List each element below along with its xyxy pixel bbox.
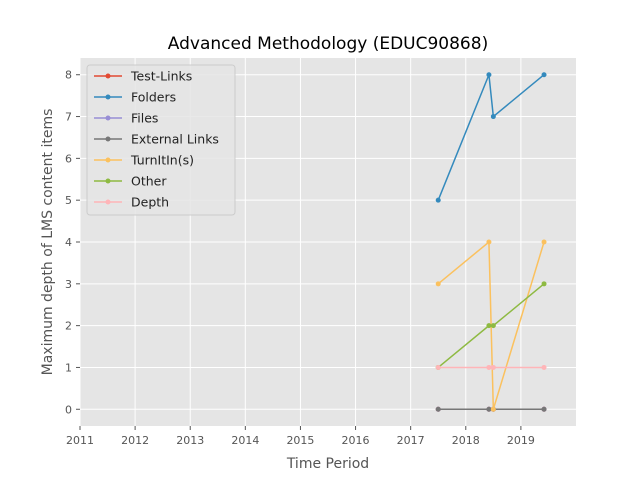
y-tick-label: 2	[65, 320, 72, 333]
data-point-depth	[435, 364, 441, 370]
legend-label: Files	[131, 111, 158, 126]
x-tick-label: 2013	[176, 434, 204, 447]
legend-item-test-links: Test-Links	[94, 69, 192, 84]
data-point-folders	[435, 197, 441, 203]
y-tick-label: 3	[65, 278, 72, 291]
legend-label: Folders	[131, 90, 176, 105]
legend-item-other: Other	[94, 174, 167, 189]
data-point-turnitin-s	[541, 239, 547, 245]
data-point-depth	[490, 364, 496, 370]
data-point-depth	[541, 364, 547, 370]
x-axis-ticks: 2011 2012 2013 2014 2015 2016 2017 2018 2019	[66, 426, 535, 447]
x-tick-label: 2015	[286, 434, 314, 447]
y-tick-label: 6	[65, 152, 72, 165]
legend-item-files: Files	[94, 111, 158, 126]
x-tick-label: 2018	[452, 434, 480, 447]
chart-title: Advanced Methodology (EDUC90868)	[168, 34, 488, 54]
legend-label: Depth	[131, 195, 169, 210]
x-tick-label: 2017	[397, 434, 425, 447]
y-tick-label: 7	[65, 111, 72, 124]
legend-marker	[105, 73, 111, 79]
legend-label: Other	[131, 174, 167, 189]
series-depth	[435, 364, 547, 370]
data-point-folders	[490, 114, 496, 120]
data-point-turnitin-s	[490, 406, 496, 412]
x-tick-label: 2016	[342, 434, 370, 447]
data-point-other	[486, 323, 492, 329]
data-point-turnitin-s	[486, 239, 492, 245]
legend-item-folders: Folders	[94, 90, 176, 105]
y-tick-label: 4	[65, 236, 72, 249]
series-lines	[435, 72, 547, 412]
legend-label: TurnItIn(s)	[130, 153, 194, 168]
legend-marker	[105, 115, 111, 121]
legend-box	[86, 64, 236, 216]
x-tick-label: 2019	[507, 434, 535, 447]
data-point-other	[490, 323, 496, 329]
legend-item-depth: Depth	[94, 195, 169, 210]
x-axis-label: Time Period	[286, 456, 369, 472]
data-point-turnitin-s	[435, 281, 441, 287]
series-line-folders	[437, 74, 545, 201]
x-tick-label: 2014	[231, 434, 259, 447]
data-point-external-links	[435, 406, 441, 412]
y-tick-label: 5	[65, 194, 72, 207]
legend-item-turnitin-s: TurnItIn(s)	[94, 153, 194, 168]
data-point-external-links	[486, 406, 492, 412]
legend-marker	[105, 94, 111, 100]
data-point-folders	[486, 72, 492, 78]
legend-item-external-links: External Links	[94, 132, 219, 147]
legend-marker	[105, 157, 111, 163]
data-point-folders	[541, 72, 547, 78]
series-folders	[435, 72, 547, 203]
x-tick-label: 2011	[66, 434, 94, 447]
legend-marker	[105, 136, 111, 142]
y-axis-ticks: 0 1 2 3 4 5 6 7 8	[65, 69, 80, 416]
y-tick-label: 1	[65, 361, 72, 374]
legend-label: External Links	[131, 132, 219, 147]
y-tick-label: 0	[65, 403, 72, 416]
y-axis-label: Maximum depth of LMS content items	[40, 109, 56, 376]
legend-marker	[105, 199, 111, 205]
y-tick-label: 8	[65, 69, 72, 82]
data-point-other	[541, 281, 547, 287]
data-point-depth	[486, 364, 492, 370]
data-point-external-links	[541, 406, 547, 412]
legend-marker	[105, 178, 111, 184]
legend: Test-Links Folders Files External Links Turn…	[86, 64, 236, 216]
legend-label: Test-Links	[130, 69, 192, 84]
x-tick-label: 2012	[121, 434, 149, 447]
